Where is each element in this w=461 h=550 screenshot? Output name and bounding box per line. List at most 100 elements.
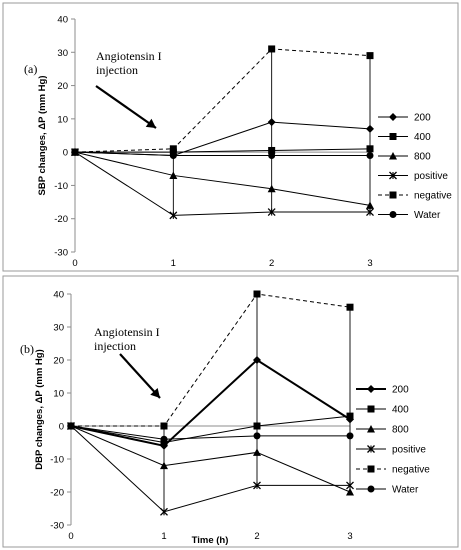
y-tick-label: 30 [57, 48, 68, 59]
x-tick-label: 2 [254, 531, 259, 542]
data-point-200 [267, 118, 276, 127]
legend-label-negative: negative [392, 465, 430, 476]
legend-marker-200 [389, 113, 397, 121]
data-point-800 [267, 184, 276, 193]
legend-marker-positive [367, 445, 375, 453]
y-tick-label: 10 [53, 389, 64, 400]
legend-marker-400 [367, 405, 375, 413]
x-tick-label: 3 [367, 258, 372, 269]
data-point-Water [160, 435, 168, 443]
y-tick-label: 0 [59, 422, 64, 433]
legend-label-200: 200 [392, 385, 409, 396]
legend-marker-800 [367, 425, 375, 433]
y-tick-label: -20 [50, 488, 64, 499]
x-tick-label: 0 [68, 531, 73, 542]
data-point-positive [267, 208, 276, 217]
annotation-arrow [119, 353, 161, 399]
y-tick-label: 40 [53, 290, 64, 301]
legend-marker-positive [389, 171, 397, 180]
x-tick-label: 2 [269, 258, 274, 269]
data-point-400 [346, 412, 354, 420]
legend-label-Water: Water [414, 210, 441, 221]
data-point-negative [346, 303, 354, 311]
annotation-arrow [95, 85, 157, 129]
data-point-Water [169, 151, 177, 159]
data-point-negative [366, 52, 374, 60]
series-line-Water [74, 151, 370, 156]
data-point-negative [160, 422, 168, 430]
series-line-400 [75, 148, 371, 153]
data-point-positive [169, 211, 178, 220]
y-tick-label: 0 [63, 148, 68, 159]
data-point-positive [160, 507, 168, 516]
panel-label: (b) [20, 342, 34, 356]
legend-label-400: 400 [392, 405, 409, 416]
legend-label-positive: positive [414, 171, 448, 182]
legend-label-Water: Water [392, 485, 419, 496]
data-point-positive [253, 481, 261, 490]
series-line-200 [70, 358, 351, 447]
y-tick-label: 30 [53, 323, 64, 334]
y-tick-label: 20 [57, 81, 68, 92]
data-point-400 [268, 146, 276, 154]
y-tick-label: -30 [54, 248, 68, 259]
y-tick-label: -20 [54, 214, 68, 225]
data-point-800 [253, 448, 261, 456]
x-tick-label: 1 [161, 531, 166, 542]
legend-label-negative: negative [414, 191, 452, 202]
data-point-800 [160, 461, 168, 470]
legend-marker-negative [367, 465, 375, 473]
legend-marker-400 [389, 133, 397, 140]
legend-label-positive: positive [392, 445, 426, 456]
data-point-Water [253, 432, 261, 440]
series-line-positive [74, 151, 370, 216]
legend-label-800: 800 [392, 425, 409, 436]
legend-marker-200 [367, 385, 375, 393]
x-tick-label: 0 [72, 258, 77, 269]
legend-label-400: 400 [414, 132, 431, 143]
data-point-Water [366, 151, 374, 159]
x-axis-title: Time (h) [192, 535, 229, 546]
data-point-positive [346, 481, 354, 490]
data-point-800 [366, 201, 374, 209]
panel-label: (a) [24, 62, 37, 76]
legend-marker-Water [367, 485, 375, 493]
y-tick-label: 20 [53, 356, 64, 367]
y-tick-label: 40 [57, 15, 68, 26]
y-tick-label: -30 [50, 521, 64, 532]
series-line-800 [70, 425, 351, 493]
y-axis-title: DBP changes, ΔP (mm Hg) [34, 349, 45, 470]
panel-frame [2, 275, 459, 548]
data-point-200 [253, 356, 261, 364]
data-point-negative [268, 45, 276, 53]
series-line-negative [71, 293, 351, 427]
x-tick-label: 1 [171, 258, 176, 269]
data-point-negative [169, 145, 177, 153]
data-point-Water [67, 422, 75, 430]
series-line-negative [74, 48, 371, 153]
legend-marker-800 [389, 152, 397, 160]
data-point-Water [71, 148, 79, 156]
data-point-400 [366, 145, 374, 153]
legend-marker-negative [389, 191, 397, 199]
y-axis-title: SBP changes, ΔP (mm Hg) [37, 76, 48, 196]
series-line-400 [70, 415, 351, 444]
series-line-Water [70, 425, 350, 440]
annotation-arrowhead [150, 387, 160, 398]
annotation-arrowhead [145, 118, 156, 128]
data-point-800 [346, 488, 354, 496]
data-point-800 [169, 171, 178, 179]
series-line-800 [74, 151, 371, 206]
data-point-400 [253, 422, 261, 430]
y-tick-label: 10 [57, 114, 68, 125]
legend-marker-Water [389, 211, 397, 218]
y-tick-label: -10 [50, 455, 64, 466]
data-point-positive [366, 208, 374, 217]
data-point-Water [268, 151, 276, 159]
legend-label-200: 200 [414, 113, 431, 124]
